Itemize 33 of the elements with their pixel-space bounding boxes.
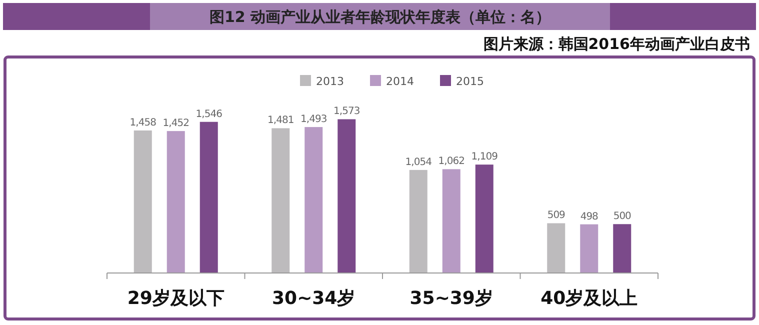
data-label: 1,109 <box>471 152 498 163</box>
data-label: 509 <box>547 210 565 222</box>
data-label: 1,458 <box>130 117 156 128</box>
x-tick-label: 40岁及以上 <box>540 288 638 309</box>
bar <box>613 224 632 273</box>
bar <box>580 224 598 273</box>
data-label: 1,452 <box>162 118 189 130</box>
data-label: 1,573 <box>334 106 360 118</box>
bar <box>338 119 356 273</box>
data-label: 500 <box>613 211 631 222</box>
x-tick-label: 35~39岁 <box>410 288 493 309</box>
data-label: 498 <box>580 211 598 222</box>
data-label: 1,054 <box>405 156 432 168</box>
bar <box>134 130 152 273</box>
legend-label: 2015 <box>456 75 484 88</box>
bar <box>304 127 323 273</box>
text: 图片来源：韩国2016年动画产业白皮书 <box>483 35 750 53</box>
chart-title: 图12 动画产业从业者年龄现状年度表（单位：名） <box>209 8 551 26</box>
data-label: 1,062 <box>438 156 464 168</box>
bar <box>272 128 290 273</box>
bar <box>166 131 185 273</box>
bar <box>442 169 460 273</box>
data-label: 1,493 <box>300 114 327 126</box>
bar <box>409 170 428 273</box>
bar <box>475 164 494 273</box>
legend-label: 2013 <box>316 75 344 88</box>
bar <box>547 223 566 273</box>
x-tick-label: 30~34岁 <box>272 288 356 309</box>
data-label: 1,546 <box>196 108 222 120</box>
bar <box>200 122 218 273</box>
data-label: 1,481 <box>268 115 294 126</box>
legend-label: 2014 <box>386 75 414 88</box>
x-tick-label: 29岁及以下 <box>127 288 224 309</box>
